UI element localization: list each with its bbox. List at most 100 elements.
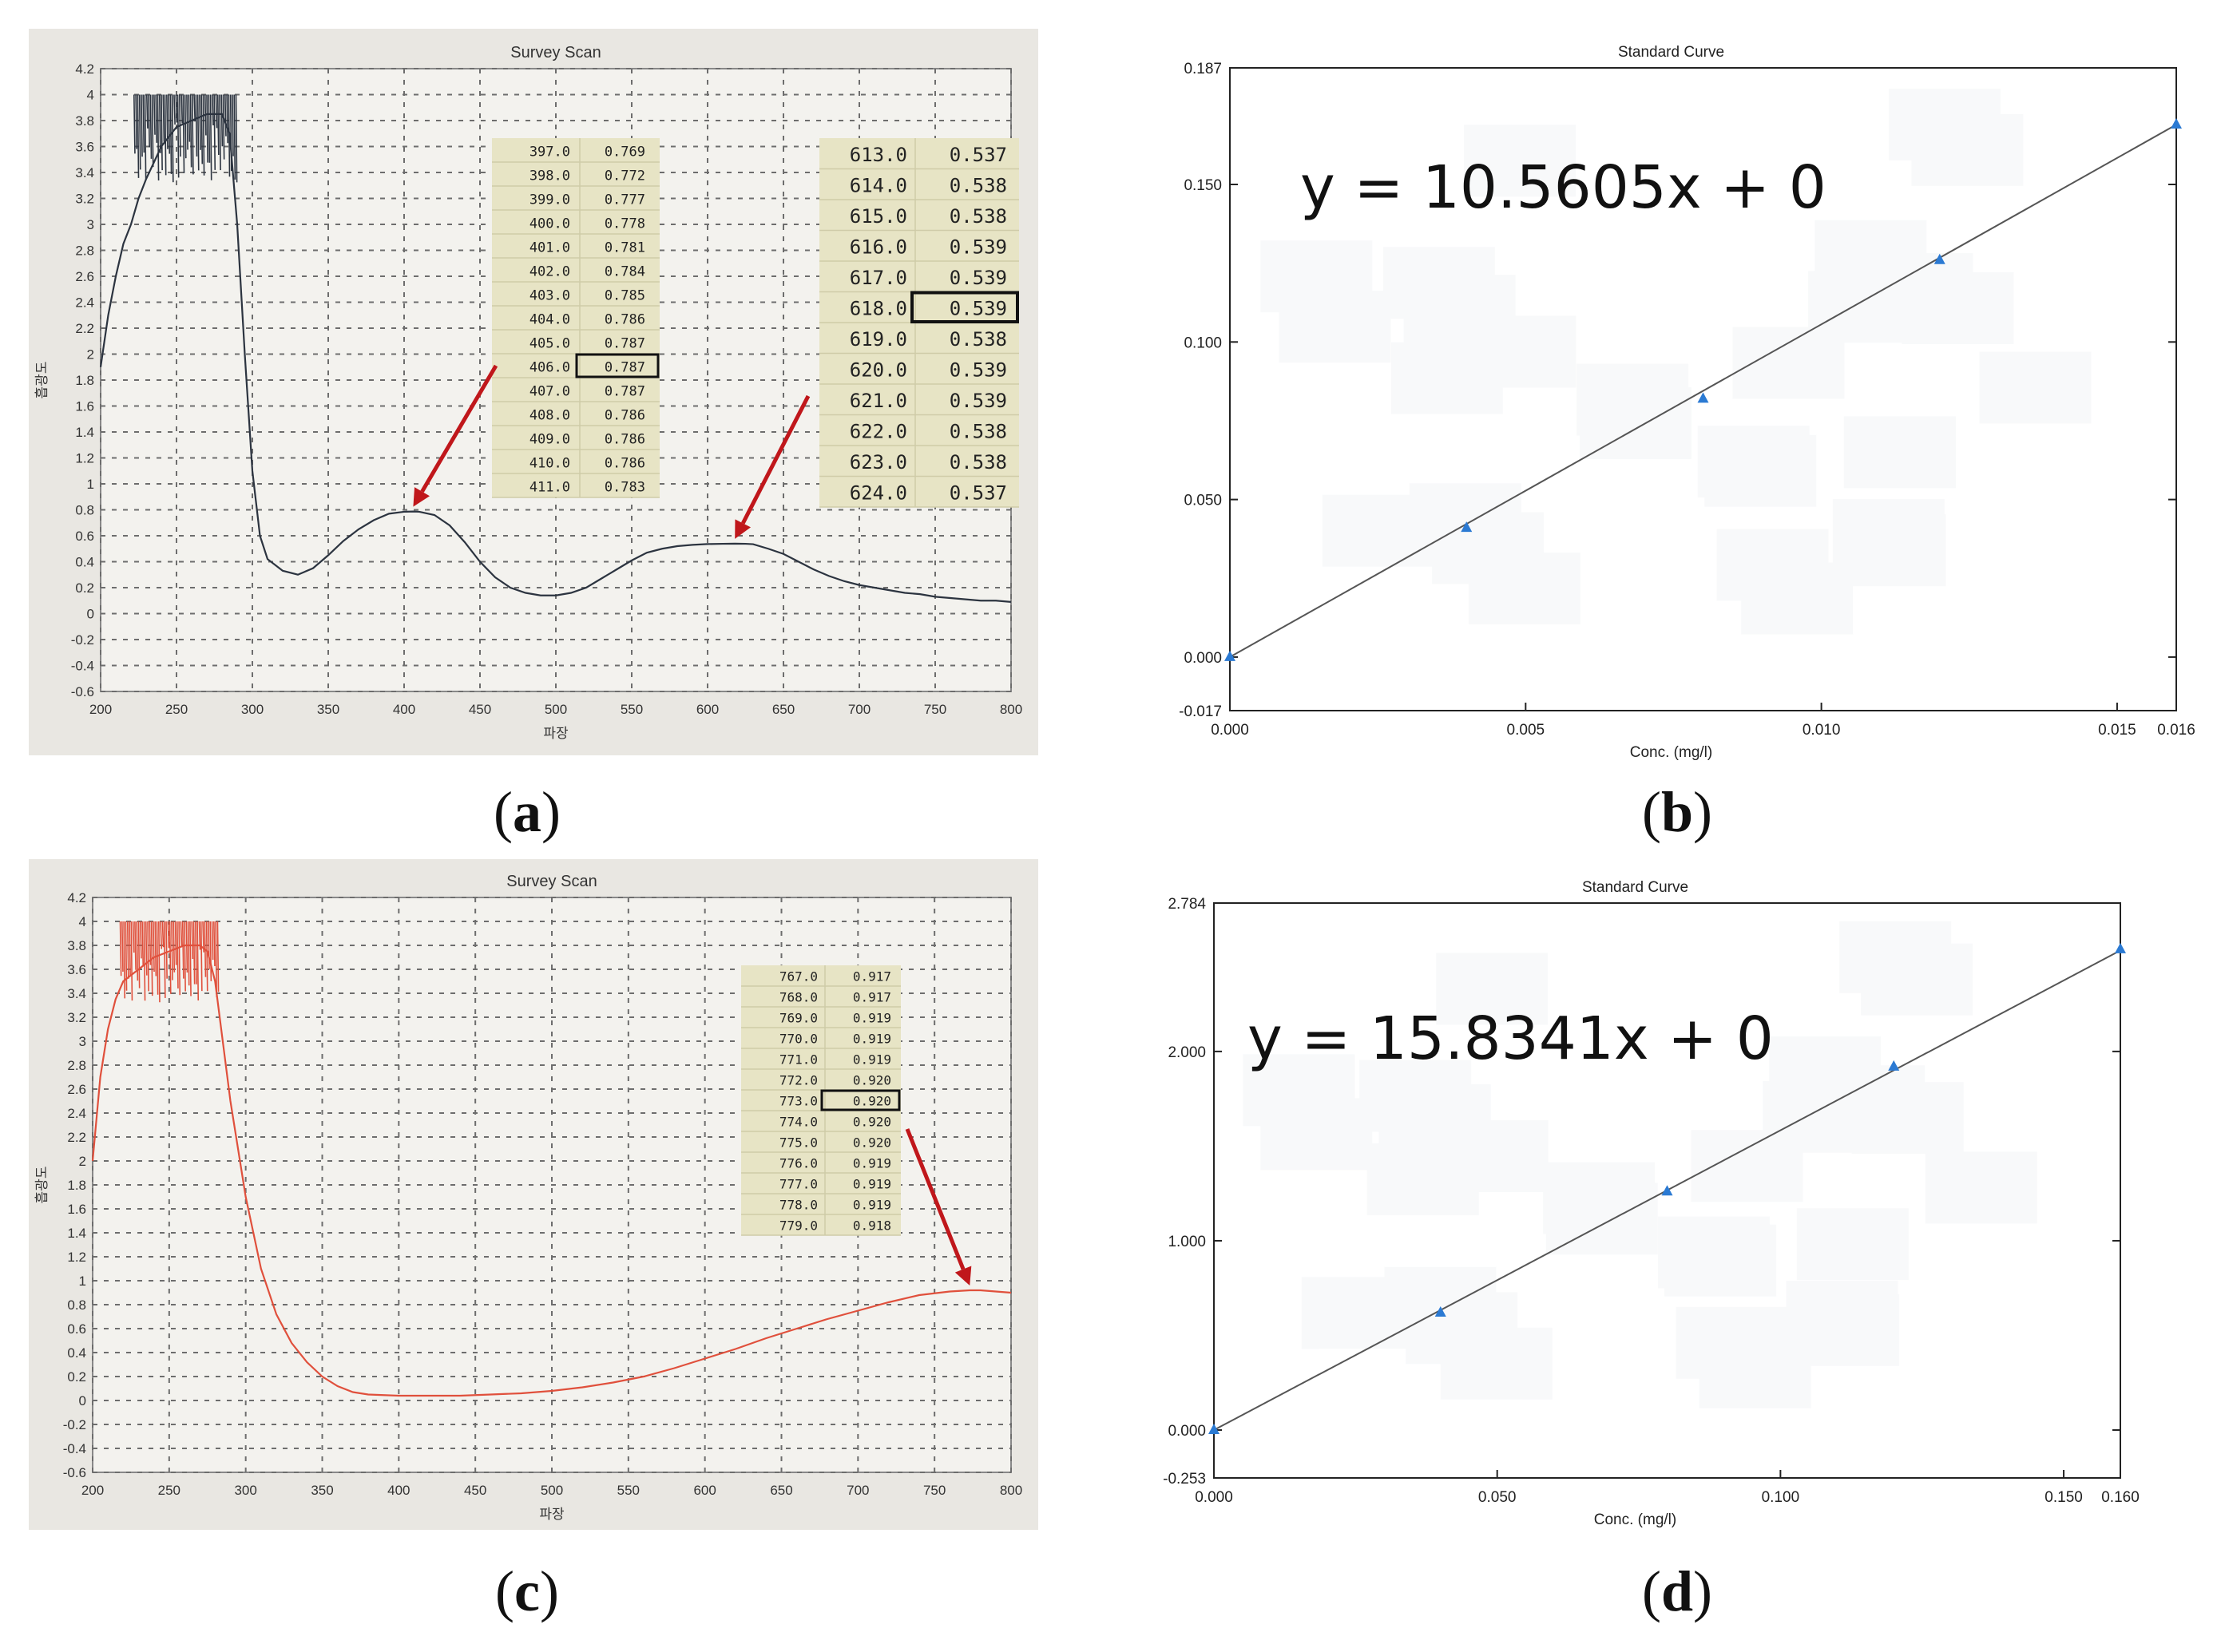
- texture-patch: [1576, 363, 1689, 436]
- table-absorbance: 0.781: [605, 240, 645, 256]
- value-table: 613.0 0.537 614.0 0.538 615.0 0.538 616.0 0.539…: [819, 138, 1019, 508]
- table-absorbance: 0.787: [605, 384, 645, 400]
- table-wavelength: 403.0: [529, 288, 570, 304]
- caption-c: (c): [495, 1559, 559, 1623]
- texture-patch: [1834, 514, 1946, 587]
- y-tick-label: 3.4: [67, 986, 86, 1001]
- arrow-head: [735, 519, 752, 539]
- x-tick-label: 650: [772, 702, 795, 717]
- x-tick-label: 600: [693, 1483, 716, 1498]
- y-tick-label: 0: [87, 607, 94, 622]
- table-absorbance: 0.919: [853, 1156, 891, 1171]
- table-absorbance: 0.920: [853, 1115, 891, 1130]
- table-wavelength: 407.0: [529, 384, 570, 400]
- data-point: [1933, 253, 1945, 264]
- caption-b: (b): [1641, 780, 1712, 844]
- chart-background: [1134, 859, 2217, 1546]
- table-wavelength: 769.0: [779, 1011, 818, 1026]
- y-tick-label: 2.8: [67, 1058, 86, 1073]
- chart-title: Survey Scan: [510, 44, 601, 61]
- x-tick-label: 0.005: [1507, 722, 1545, 739]
- y-tick-label: 3.6: [75, 140, 94, 155]
- table-absorbance: 0.917: [853, 990, 891, 1005]
- y-tick-label: 3.2: [75, 192, 94, 207]
- y-tick-label: 1.4: [67, 1226, 86, 1241]
- y-tick-label: 0.6: [67, 1321, 86, 1337]
- y-tick-label: 3.6: [67, 962, 86, 977]
- texture-patch: [1366, 1143, 1479, 1216]
- x-tick-label: 0.016: [2157, 722, 2195, 739]
- table-absorbance: 0.778: [605, 216, 645, 232]
- texture-patch: [1436, 953, 1549, 1025]
- regression-equation: y = 15.8341x + 0: [1247, 1004, 1774, 1073]
- table-wavelength: 401.0: [529, 240, 570, 256]
- table-absorbance: 0.786: [605, 432, 645, 448]
- x-tick-label: 300: [234, 1483, 256, 1498]
- texture-patch: [1861, 943, 1973, 1016]
- texture-patch: [1432, 512, 1545, 584]
- table-wavelength: 410.0: [529, 456, 570, 472]
- x-tick-label: 0.000: [1211, 722, 1249, 739]
- table-wavelength: 621.0: [850, 390, 907, 412]
- table-absorbance: 0.919: [853, 1052, 891, 1068]
- texture-patch: [1382, 247, 1495, 319]
- table-absorbance: 0.537: [950, 144, 1007, 166]
- table-wavelength: 405.0: [529, 336, 570, 352]
- y-tick-label: 0: [79, 1393, 86, 1408]
- y-tick-label: 2.784: [1168, 896, 1206, 913]
- table-highlight-box: [820, 1089, 901, 1111]
- arrow-head: [413, 487, 430, 507]
- table-wavelength: 620.0: [850, 359, 907, 381]
- table-wavelength: 616.0: [850, 236, 907, 258]
- texture-patch: [1851, 1082, 1964, 1155]
- texture-patch: [1796, 1208, 1909, 1281]
- caption-d: (d): [1641, 1559, 1712, 1623]
- table-wavelength: 773.0: [779, 1094, 818, 1109]
- x-tick-label: 250: [158, 1483, 180, 1498]
- print-texture: [1243, 921, 2037, 1408]
- texture-patch: [1813, 1065, 1925, 1138]
- y-tick-label: 3.8: [67, 938, 86, 953]
- table-wavelength: 776.0: [779, 1156, 818, 1171]
- y-tick-label: -0.253: [1163, 1471, 1206, 1488]
- x-tick-label: 200: [81, 1483, 104, 1498]
- y-tick-label: 1: [79, 1274, 86, 1289]
- noise-spikes: [133, 94, 238, 183]
- table-wavelength: 614.0: [850, 174, 907, 196]
- x-axis-label: 파장: [539, 1507, 565, 1522]
- texture-patch: [1657, 1216, 1770, 1289]
- texture-patch: [1243, 1054, 1355, 1127]
- texture-patch: [1403, 275, 1516, 347]
- x-axis-label: Conc. (mg/l): [1630, 744, 1712, 761]
- table-wavelength: 775.0: [779, 1135, 818, 1151]
- table-absorbance: 0.920: [853, 1135, 891, 1151]
- texture-patch: [1741, 562, 1854, 635]
- table-wavelength: 772.0: [779, 1073, 818, 1088]
- texture-patch: [1787, 1293, 1900, 1366]
- x-tick-label: 350: [311, 1483, 333, 1498]
- standard-curve-chart-b: Standard Curve 0.000 0.005 0.010 0.015 0.016 0…: [1142, 24, 2217, 774]
- y-tick-label: 3: [87, 217, 94, 232]
- x-tick-label: 450: [464, 1483, 486, 1498]
- x-tick-label: 0.015: [2098, 722, 2136, 739]
- annotation-arrow: [735, 394, 811, 539]
- texture-patch: [1664, 1224, 1777, 1297]
- texture-patch: [1979, 351, 2092, 424]
- y-tick-label: -0.017: [1179, 703, 1222, 720]
- table-absorbance: 0.920: [853, 1094, 891, 1109]
- table-wavelength: 618.0: [850, 297, 907, 319]
- texture-patch: [1409, 483, 1521, 556]
- texture-patch: [1406, 1292, 1518, 1365]
- table-wavelength: 402.0: [529, 264, 570, 280]
- table-absorbance: 0.786: [605, 312, 645, 328]
- y-tick-label: -0.6: [71, 684, 94, 699]
- y-tick-label: 2.2: [75, 321, 94, 336]
- x-tick-label: 550: [621, 702, 643, 717]
- data-point: [2115, 942, 2126, 953]
- texture-patch: [1440, 1327, 1553, 1400]
- x-tick-label: 400: [387, 1483, 410, 1498]
- x-tick-label: 500: [545, 702, 567, 717]
- x-tick-label: 0.160: [2101, 1489, 2140, 1506]
- chart-background: [1142, 24, 2217, 774]
- y-axis-label: 흡광도: [34, 1167, 50, 1204]
